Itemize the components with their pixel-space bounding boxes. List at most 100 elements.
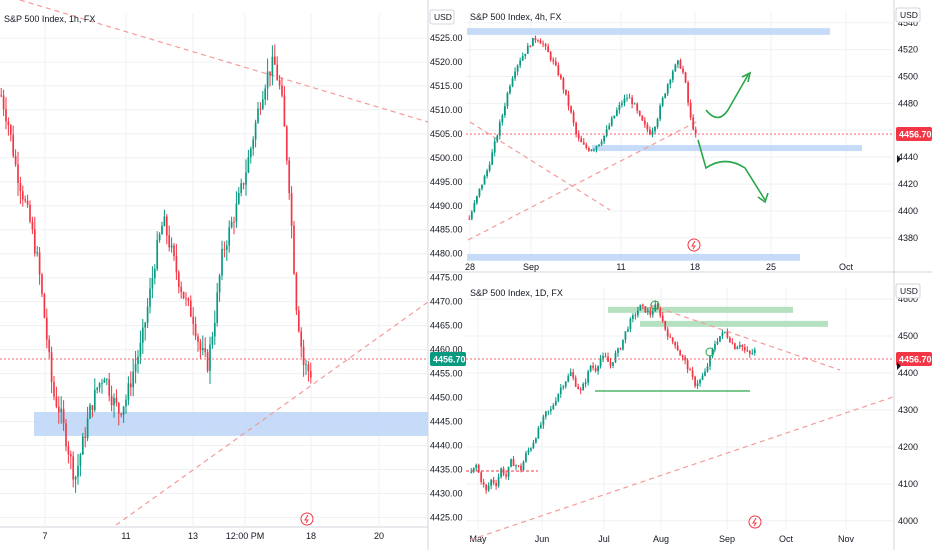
candle-body [101, 382, 103, 384]
candle-body [559, 75, 562, 79]
lightning-glyph [304, 514, 309, 524]
candle-body [575, 122, 578, 134]
candle-body [84, 436, 87, 439]
candle-body [577, 386, 580, 390]
candle-body [612, 362, 614, 366]
candle-body [21, 191, 24, 200]
candle-body [485, 484, 488, 491]
candle-body [182, 291, 185, 299]
candle-body [590, 149, 593, 151]
candle-body [505, 474, 507, 477]
candle-body [158, 234, 161, 241]
candle-body [31, 221, 34, 230]
candle-body [743, 347, 746, 351]
y-tick-label: 4465.00 [430, 321, 463, 331]
candle-body [86, 418, 89, 439]
candle-body [646, 124, 649, 130]
candle-body [617, 348, 619, 354]
candle-body [582, 383, 585, 391]
candle-body [592, 365, 594, 368]
candle-body [574, 377, 577, 387]
candle-body [491, 152, 494, 165]
candle-body [117, 402, 120, 414]
candle-body [701, 375, 704, 380]
candle-body [516, 65, 519, 72]
candle-body [696, 383, 699, 386]
candle-body [300, 331, 303, 347]
candle-body [517, 465, 520, 467]
candle-body [223, 248, 226, 250]
candle-body [709, 356, 711, 367]
candle-body [29, 204, 31, 222]
candle-body [105, 379, 108, 381]
y-tick-label: 4500 [898, 331, 918, 341]
support-zone [34, 411, 428, 436]
candle-body [247, 157, 250, 173]
candle-body [572, 112, 575, 123]
candle-body [309, 371, 312, 378]
candle-body [524, 53, 527, 57]
candle-body [676, 345, 679, 351]
lightning-icon [300, 512, 314, 526]
candle-body [549, 408, 552, 411]
candle-body [619, 348, 622, 350]
candle-body [627, 329, 629, 332]
y-tick-label: 4400 [898, 368, 918, 378]
pivot-marker [650, 300, 660, 310]
candle-body [271, 56, 274, 76]
trendline [115, 301, 429, 526]
y-tick-label: 4460.00 [430, 345, 463, 355]
candle-body [115, 397, 118, 403]
candle-body [674, 341, 677, 346]
candle-body [189, 300, 192, 317]
candle-body [549, 52, 552, 60]
candle-body [542, 43, 544, 45]
candle-body [603, 135, 606, 142]
candle-body [213, 322, 216, 337]
candle-body [297, 310, 300, 332]
candle-body [562, 386, 565, 388]
candle-body [565, 89, 567, 95]
chart-title: S&P 500 Index, 1h, FX [4, 14, 95, 24]
candle-body [577, 133, 580, 139]
candle-body [521, 56, 524, 61]
candle-body [721, 332, 724, 337]
candle-body [704, 371, 706, 376]
last-price-tag [896, 127, 932, 141]
y-tick-label: 4475.00 [430, 273, 463, 283]
y-tick-label: 4540 [898, 18, 918, 28]
candle-body [504, 106, 506, 116]
candle-body [490, 479, 493, 486]
y-tick-label: 4440 [898, 152, 918, 162]
candle-body [599, 358, 602, 367]
chart-title: S&P 500 Index, 1D, FX [470, 288, 563, 298]
candle-body [127, 383, 130, 400]
candle-body [228, 227, 231, 246]
y-tick-label: 4500.00 [430, 153, 463, 163]
candle-body [24, 199, 27, 201]
candle-body [661, 315, 664, 322]
y-tick-label: 4100 [898, 479, 918, 489]
candle-body [544, 411, 547, 417]
candle-body [233, 221, 235, 223]
candle-body [288, 160, 291, 194]
candle-body [654, 304, 657, 312]
candle-body [751, 352, 754, 354]
candle-body [480, 472, 483, 482]
candle-body [204, 348, 207, 352]
y-tick-label: 4450.00 [430, 393, 463, 403]
y-tick-label: 4495.00 [430, 177, 463, 187]
y-tick-label: 4000 [898, 516, 918, 526]
candle-body [691, 370, 694, 377]
candle-body [237, 192, 240, 204]
y-tick-label: 4480 [898, 98, 918, 108]
x-tick-label: 18 [690, 262, 700, 272]
candle-body [557, 65, 560, 76]
candle-body [547, 410, 550, 412]
candle-body [547, 46, 550, 53]
candle-body [689, 102, 692, 118]
candle-body [624, 331, 627, 340]
candle-body [62, 408, 65, 424]
candle-body [132, 371, 135, 388]
